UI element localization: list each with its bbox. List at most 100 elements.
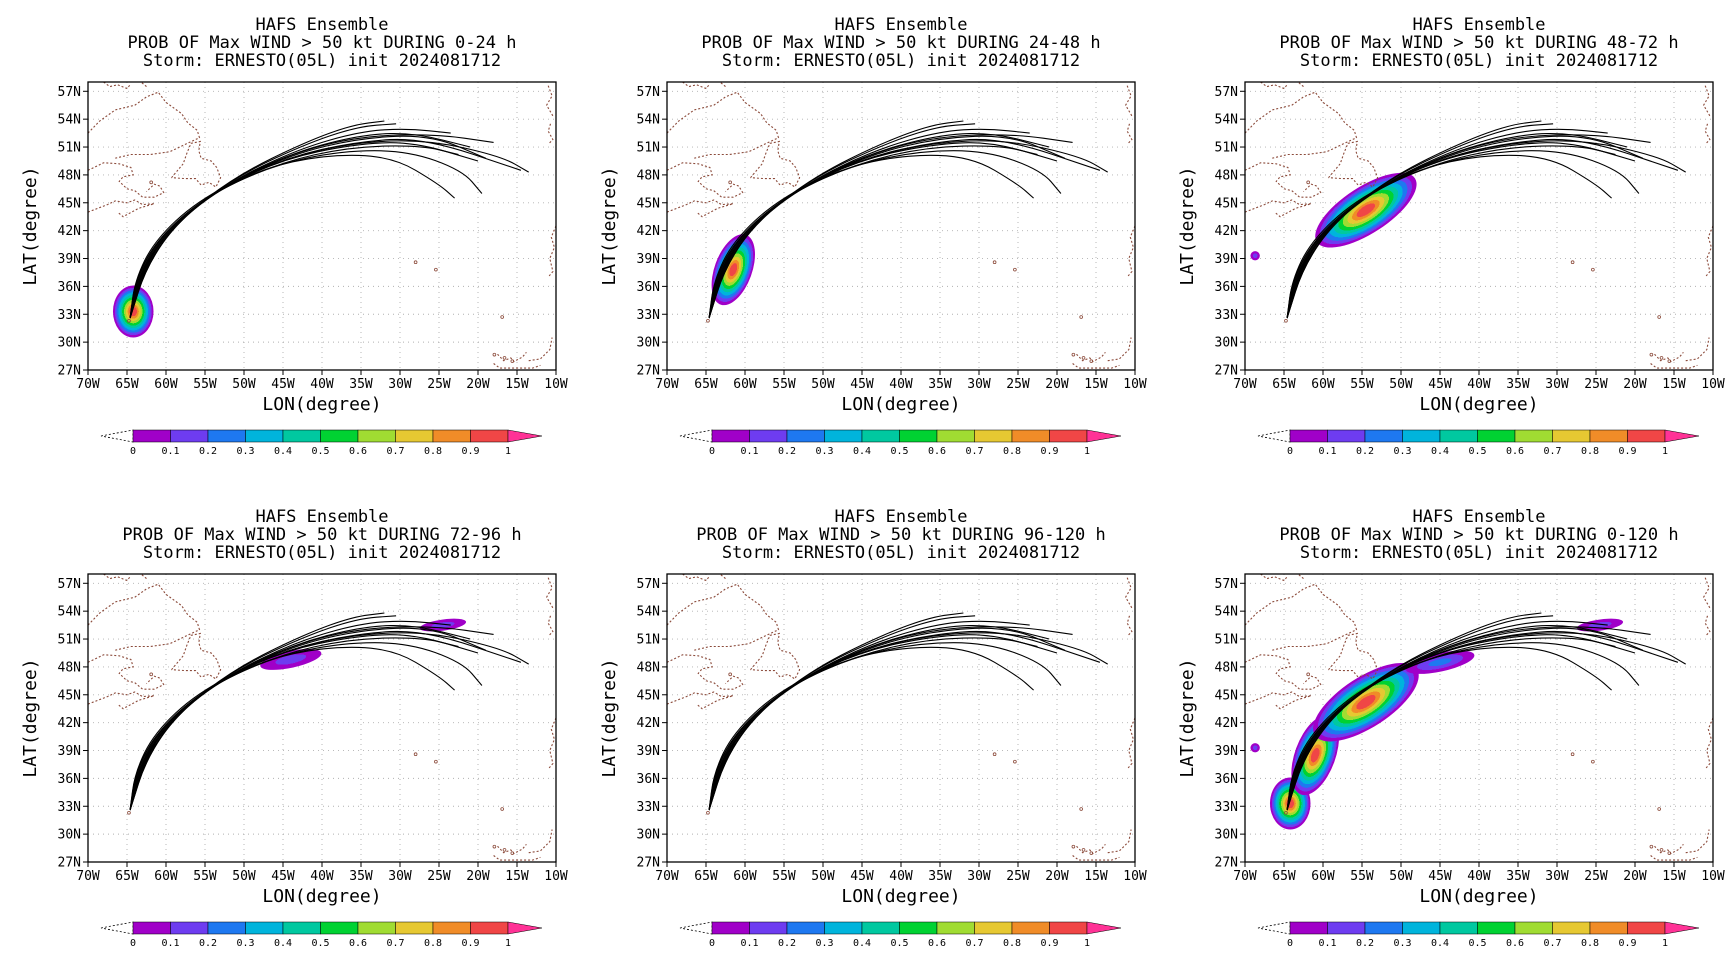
x-tick-label: 15W bbox=[1662, 869, 1686, 884]
coastline bbox=[1245, 691, 1312, 710]
island-marker bbox=[1657, 807, 1661, 811]
colorbar-cell bbox=[1514, 921, 1553, 935]
chart-title: HAFS Ensemble bbox=[1412, 507, 1545, 527]
coastline bbox=[171, 632, 222, 680]
colorbar-label: 0.8 bbox=[424, 446, 442, 457]
colorbar-low-arrow bbox=[100, 921, 134, 935]
plot-frame bbox=[1244, 81, 1714, 371]
ensemble-track bbox=[129, 123, 397, 319]
y-tick-label: 27N bbox=[637, 364, 660, 379]
plot-area bbox=[1245, 574, 1713, 862]
y-tick-label: 45N bbox=[1215, 688, 1238, 703]
storm-line: Storm: ERNESTO(05L) init 2024081712 bbox=[1300, 51, 1658, 71]
colorbar-cell bbox=[1364, 921, 1403, 935]
y-tick-label: 27N bbox=[58, 364, 81, 379]
island-marker bbox=[728, 672, 732, 677]
colorbar-cell bbox=[132, 429, 171, 443]
ensemble-track bbox=[708, 627, 1066, 811]
colorbar-cell bbox=[245, 921, 284, 935]
plot-frame bbox=[87, 81, 557, 371]
colorbar-label: 0.3 bbox=[815, 938, 833, 949]
coastline bbox=[1685, 829, 1710, 854]
colorbar-label: 0.4 bbox=[1431, 446, 1449, 457]
coastline bbox=[1328, 632, 1379, 680]
coastline bbox=[1260, 574, 1289, 582]
y-tick-label: 54N bbox=[637, 605, 660, 620]
y-axis-label: LAT(degree) bbox=[1177, 658, 1198, 777]
y-tick-label: 30N bbox=[58, 336, 81, 351]
colorbar-cell bbox=[1011, 429, 1050, 443]
colorbar-label: 1 bbox=[1084, 938, 1090, 949]
x-tick-label: 35W bbox=[349, 869, 373, 884]
coastline bbox=[1685, 337, 1710, 362]
coastline bbox=[547, 123, 554, 145]
colorbar-label: 0.2 bbox=[1356, 938, 1374, 949]
colorbar-cell bbox=[432, 429, 471, 443]
ensemble-track bbox=[708, 123, 976, 319]
colorbar-high-arrow bbox=[1664, 429, 1700, 443]
colorbar-label: 0.4 bbox=[853, 938, 871, 949]
y-tick-label: 57N bbox=[58, 85, 81, 100]
x-tick-label: 40W bbox=[889, 869, 913, 884]
x-tick-label: 70W bbox=[1233, 869, 1257, 884]
colorbar-cell bbox=[1364, 429, 1403, 443]
ensemble-track bbox=[708, 626, 1073, 811]
colorbar-cell bbox=[1514, 429, 1553, 443]
colorbar-cell bbox=[1011, 921, 1050, 935]
colorbar-cell bbox=[1477, 921, 1516, 935]
y-tick-label: 27N bbox=[637, 856, 660, 871]
ensemble-track bbox=[708, 138, 1101, 319]
ensemble-track bbox=[708, 120, 964, 319]
probability-blob bbox=[711, 234, 756, 306]
plot-area bbox=[88, 574, 556, 862]
colorbar-cell bbox=[1289, 921, 1328, 935]
ensemble-track bbox=[708, 145, 1038, 319]
island-marker bbox=[1089, 851, 1094, 855]
colorbar-cell bbox=[786, 429, 825, 443]
probability-blob bbox=[1313, 662, 1419, 742]
coastline bbox=[1297, 574, 1304, 580]
x-axis-label: LON(degree) bbox=[841, 394, 960, 415]
colorbar-label: 0 bbox=[130, 938, 136, 949]
colorbar-cell bbox=[1589, 429, 1628, 443]
colorbar-cell bbox=[470, 921, 509, 935]
y-tick-label: 39N bbox=[1215, 744, 1238, 759]
coastline bbox=[719, 574, 726, 580]
ensemble-track bbox=[129, 138, 522, 319]
storm-line: Storm: ERNESTO(05L) init 2024081712 bbox=[143, 51, 501, 71]
island-marker bbox=[1089, 359, 1094, 363]
coastline bbox=[493, 855, 541, 861]
y-tick-label: 36N bbox=[1215, 772, 1238, 787]
colorbar-label: 0.9 bbox=[461, 938, 479, 949]
y-axis-label: LAT(degree) bbox=[20, 658, 41, 777]
x-tick-label: 60W bbox=[154, 377, 178, 392]
colorbar-cell bbox=[1402, 921, 1441, 935]
ensemble-track bbox=[708, 150, 1062, 319]
coastline bbox=[134, 183, 165, 198]
colorbar-cell bbox=[1627, 921, 1666, 935]
coastline bbox=[750, 632, 801, 680]
y-tick-label: 36N bbox=[1215, 280, 1238, 295]
probability-blob bbox=[1250, 743, 1260, 753]
colorbar-cell bbox=[749, 429, 788, 443]
y-tick-label: 30N bbox=[1215, 828, 1238, 843]
colorbar-cell bbox=[974, 429, 1013, 443]
coastline bbox=[103, 82, 132, 90]
coastline bbox=[88, 654, 135, 684]
colorbar-cell bbox=[357, 429, 396, 443]
x-tick-label: 45W bbox=[850, 377, 874, 392]
colorbar-cell bbox=[170, 429, 209, 443]
coastline bbox=[667, 654, 714, 684]
colorbar-label: 0.1 bbox=[1318, 446, 1336, 457]
coastline bbox=[1704, 717, 1713, 770]
coastline bbox=[667, 583, 780, 651]
x-tick-label: 50W bbox=[232, 377, 256, 392]
probability-blob bbox=[260, 649, 322, 670]
colorbar-label: 0.3 bbox=[815, 446, 833, 457]
colorbar-label: 0.5 bbox=[890, 938, 908, 949]
x-tick-label: 25W bbox=[1006, 869, 1030, 884]
ensemble-track bbox=[708, 637, 1038, 811]
y-tick-label: 54N bbox=[1215, 113, 1238, 128]
x-tick-label: 60W bbox=[154, 869, 178, 884]
